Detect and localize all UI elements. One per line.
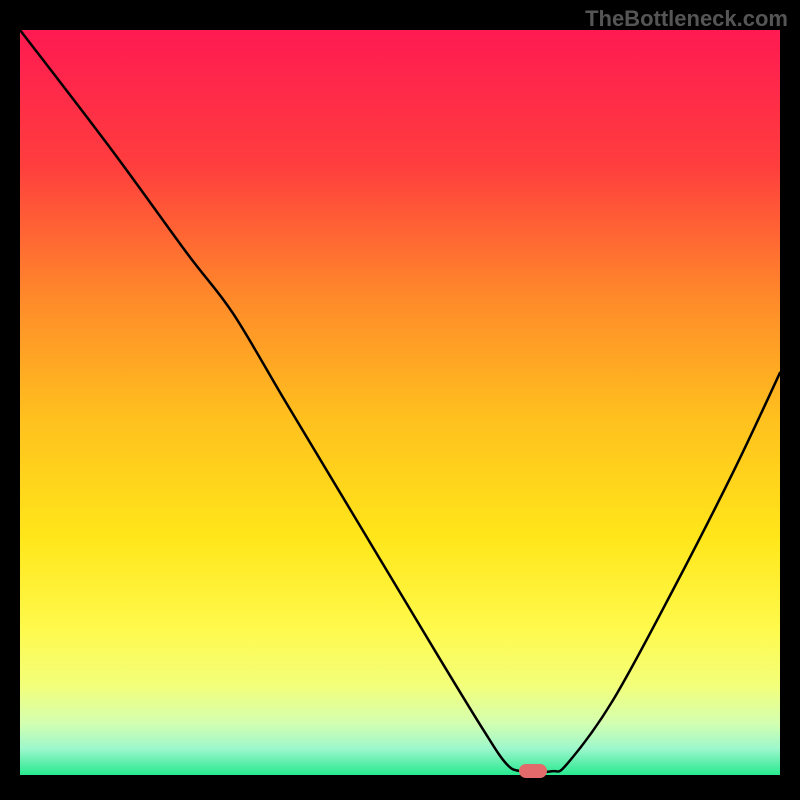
optimal-marker	[519, 764, 547, 778]
bottleneck-curve	[0, 0, 800, 800]
chart-container: TheBottleneck.com	[0, 0, 800, 800]
watermark-text: TheBottleneck.com	[585, 6, 788, 32]
